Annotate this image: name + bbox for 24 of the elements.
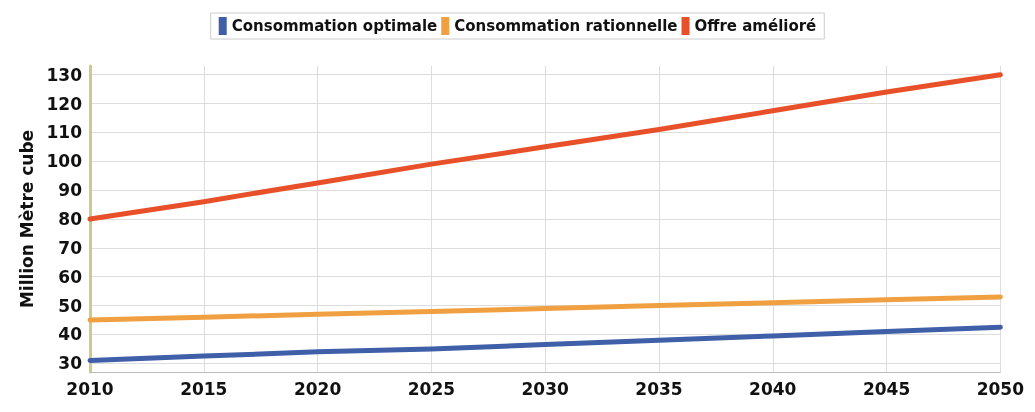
- y-tick-label: 50: [58, 295, 83, 316]
- y-tick-label: 110: [46, 122, 83, 143]
- y-tick-label: 100: [46, 151, 83, 172]
- y-tick-label: 130: [46, 64, 83, 85]
- x-tick-label: 2050: [976, 378, 1025, 399]
- x-tick-label: 2010: [66, 378, 114, 399]
- y-tick-label: 90: [58, 180, 83, 201]
- y-tick-label: 80: [58, 209, 83, 229]
- x-tick-label: 2015: [180, 378, 228, 399]
- legend-label: Consommation optimale: [231, 17, 438, 35]
- y-tick-label: 60: [58, 266, 83, 287]
- y-axis-title: Million Mètre cube: [17, 129, 38, 309]
- y-tick-label: 30: [58, 353, 83, 374]
- y-tick-label: 40: [58, 324, 83, 345]
- legend-label: Consommation rationnelle: [454, 17, 678, 35]
- x-tick-label: 2020: [293, 378, 342, 399]
- y-tick-label: 70: [58, 237, 83, 258]
- x-tick-label: 2035: [635, 378, 683, 399]
- x-tick-label: 2030: [521, 378, 569, 399]
- legend-label: Offre amélioré: [694, 17, 817, 35]
- x-tick-label: 2040: [749, 378, 797, 399]
- y-tick-label: 120: [46, 93, 83, 114]
- x-tick-label: 2025: [407, 378, 456, 399]
- x-tick-label: 2045: [862, 378, 911, 399]
